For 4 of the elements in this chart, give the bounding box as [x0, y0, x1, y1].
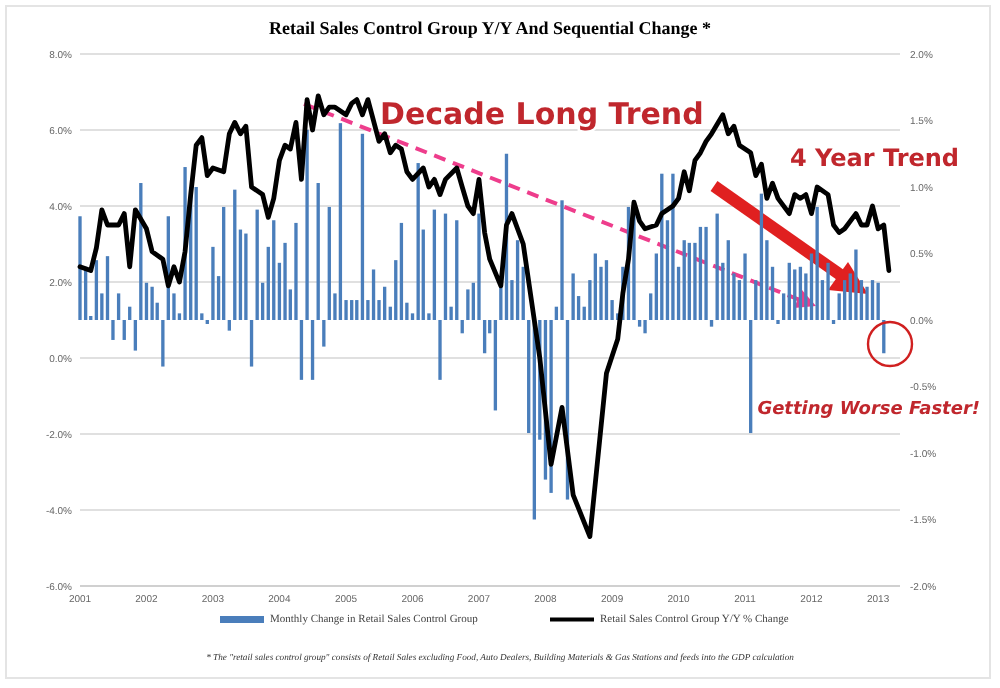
annotation: Decade Long Trend	[380, 96, 704, 132]
chart-title: Retail Sales Control Group Y/Y And Sequential Change *	[268, 18, 713, 38]
annotation: 4 Year Trend	[790, 144, 960, 172]
annotation: Getting Worse Faster!	[757, 400, 980, 420]
